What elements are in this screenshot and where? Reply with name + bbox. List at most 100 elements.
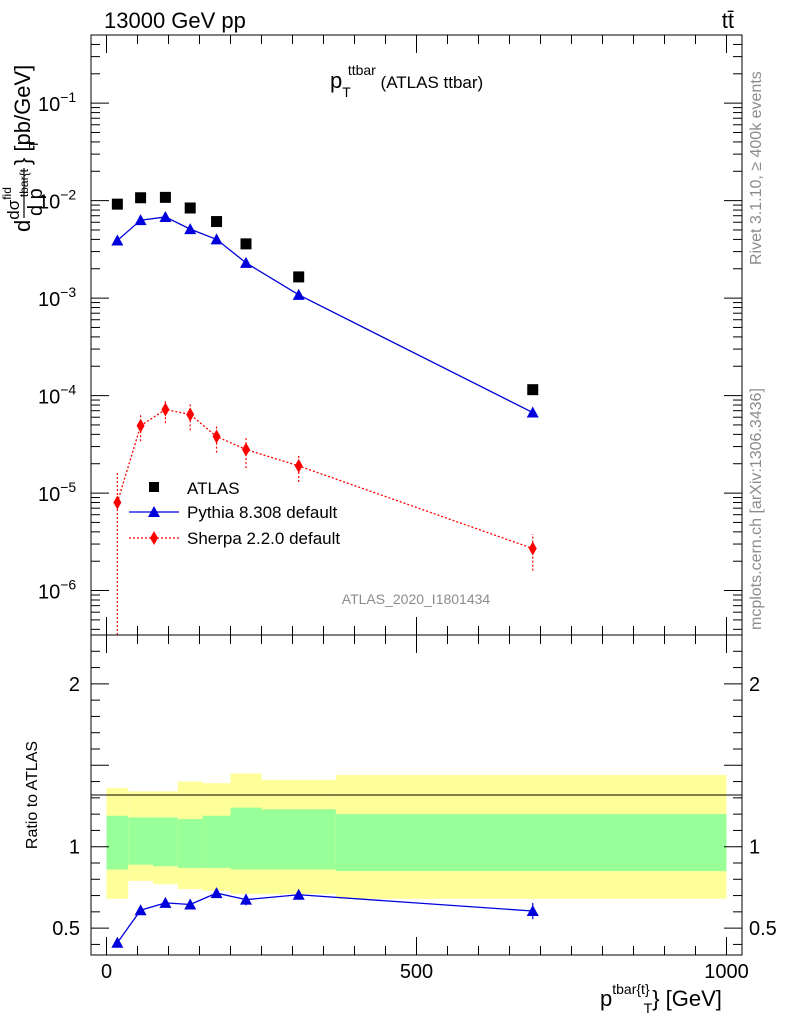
ratio-point <box>526 905 539 917</box>
ylabel-d: d <box>10 220 35 232</box>
main-ytick-base: 10 <box>38 484 60 506</box>
data-point <box>111 198 123 210</box>
ylabel-sup: fid <box>0 187 14 200</box>
data-point <box>134 214 147 226</box>
main-ytick-base: 10 <box>38 289 60 311</box>
ratio-panel: 2 2 1 1 0.5 0.5 0 500 1000 Ratio to ATLAS ptbar{… <box>24 634 777 1016</box>
data-point <box>161 402 170 417</box>
data-point <box>184 202 196 214</box>
ylabel-T: T <box>26 140 41 148</box>
title-sup: ttbar <box>348 62 376 78</box>
ratio-line <box>116 892 533 944</box>
legend-atlas: ATLAS <box>149 479 240 498</box>
analysis-watermark: ATLAS_2020_I1801434 <box>342 591 491 607</box>
data-point <box>293 271 305 283</box>
data-point <box>211 216 223 228</box>
main-ytick-label: 10−3 <box>38 284 76 311</box>
main-ytick-base: 10 <box>38 387 60 409</box>
ratio-ytick-label-right: 2 <box>749 674 760 696</box>
ratio-bands <box>106 773 727 899</box>
data-point <box>159 191 171 203</box>
ratio-tick-labels: 2 2 1 1 0.5 0.5 0 500 1000 <box>52 674 777 983</box>
ylabel-sigma: dσ <box>4 199 23 219</box>
data-point <box>242 442 250 457</box>
main-ytick-label: 10−5 <box>38 479 76 506</box>
data-point <box>136 418 145 433</box>
ratio-series-pythia <box>111 887 539 948</box>
main-panel: 10−110−210−310−410−510−6 pTttbar (ATLAS … <box>0 34 743 636</box>
data-point <box>240 256 252 268</box>
ratio-ytick-label-right: 1 <box>749 837 760 859</box>
main-ytick-exp: −3 <box>60 284 76 300</box>
legend-pythia-marker <box>148 506 160 517</box>
main-ytick-exp: −4 <box>60 382 76 398</box>
main-ytick-exp: −5 <box>60 479 76 495</box>
ratio-series <box>111 887 539 948</box>
data-point <box>135 192 147 204</box>
main-ytick-label: 10−6 <box>38 577 76 604</box>
data-point <box>294 458 303 473</box>
legend-atlas-marker <box>149 482 159 492</box>
ratio-point <box>292 888 305 900</box>
inner-band <box>261 809 336 870</box>
inner-band <box>153 817 178 867</box>
ratio-ylabel: Ratio to ATLAS <box>24 741 41 849</box>
ratio-point <box>159 896 172 908</box>
data-point <box>240 238 252 250</box>
main-ytick-label: 10−1 <box>38 89 76 116</box>
xlabel-close: } [GeV] <box>652 986 722 1011</box>
xlabel-p: p <box>600 986 612 1011</box>
series-line <box>116 216 534 414</box>
ratio-ytick-label: 0.5 <box>52 918 80 940</box>
main-series <box>111 191 539 635</box>
data-point <box>113 495 122 510</box>
legend-sherpa: Sherpa 2.2.0 default <box>129 529 340 548</box>
main-ytick-labels: 10−110−210−310−410−510−6 <box>38 89 76 603</box>
title-rest: (ATLAS ttbar) <box>376 73 483 92</box>
ratio-point <box>240 893 252 905</box>
data-point <box>528 541 537 556</box>
data-point <box>292 288 305 300</box>
main-ytick-label: 10−2 <box>38 187 76 214</box>
inner-band <box>335 814 727 872</box>
series-pythia <box>111 210 539 418</box>
ratio-point <box>210 887 223 899</box>
inner-band <box>202 815 231 868</box>
main-ytick-base: 10 <box>38 582 60 604</box>
ratio-point <box>111 936 124 948</box>
series-line <box>116 408 533 550</box>
title-p: p <box>330 68 342 93</box>
ratio-xtick-label: 500 <box>400 961 433 983</box>
ratio-point <box>134 904 147 916</box>
xlabel-sup: tbar{t} <box>612 981 650 997</box>
ratio-xlabel: ptbar{t} T} [GeV] <box>600 981 722 1016</box>
energy-label: 13000 GeV pp <box>104 8 246 33</box>
data-point <box>527 384 539 396</box>
main-title: pTttbar (ATLAS ttbar) <box>330 62 483 100</box>
main-ytick-label: 10−4 <box>38 382 76 409</box>
data-point <box>111 234 124 246</box>
main-ytick-base: 10 <box>38 94 60 116</box>
ratio-xtick-label: 1000 <box>704 961 749 983</box>
legend-pythia-label: Pythia 8.308 default <box>187 503 338 522</box>
data-point <box>184 223 197 235</box>
data-point <box>159 210 172 222</box>
ratio-xtick-label: 0 <box>101 961 112 983</box>
series-atlas <box>111 191 539 396</box>
ratio-ytick-label: 1 <box>69 837 80 859</box>
legend: ATLAS Pythia 8.308 default Sherpa 2.2.0 … <box>129 479 340 548</box>
main-ytick-exp: −1 <box>60 89 76 105</box>
data-point <box>210 233 223 245</box>
inner-band <box>128 817 153 865</box>
legend-sherpa-marker <box>150 531 158 545</box>
data-point <box>212 429 221 444</box>
inner-band <box>106 815 129 870</box>
ratio-ytick-label-right: 0.5 <box>749 918 777 940</box>
rivet-label: Rivet 3.1.10, ≥ 400k events <box>748 71 765 265</box>
inner-band <box>177 819 203 868</box>
legend-sherpa-label: Sherpa 2.2.0 default <box>187 529 340 548</box>
process-label: tt̄ <box>722 8 734 33</box>
legend-atlas-label: ATLAS <box>187 479 240 498</box>
